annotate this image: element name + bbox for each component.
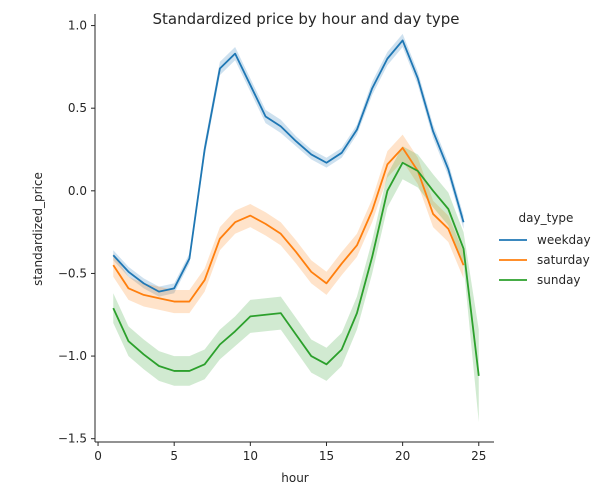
chart-title: Standardized price by hour and day type <box>152 10 459 28</box>
legend-label-weekday: weekday <box>537 233 591 247</box>
legend-label-saturday: saturday <box>537 253 590 267</box>
x-tick-label: 20 <box>395 449 410 463</box>
y-tick-label: 0.5 <box>68 101 87 115</box>
x-tick-label: 5 <box>170 449 178 463</box>
x-axis-label: hour <box>281 471 309 485</box>
y-tick-label: −0.5 <box>58 266 87 280</box>
y-tick-label: 0.0 <box>68 184 87 198</box>
y-ticks: −1.5 −1.0 −0.5 0.0 0.5 1.0 <box>58 19 95 446</box>
y-tick-label: −1.0 <box>58 349 87 363</box>
y-axis-label: standardized_price <box>31 172 45 286</box>
confidence-bands <box>113 33 479 423</box>
x-tick-label: 15 <box>319 449 334 463</box>
x-tick-label: 0 <box>94 449 102 463</box>
legend: day_type weekday saturday sunday <box>499 211 591 287</box>
band-sunday <box>113 146 479 423</box>
legend-title: day_type <box>519 211 574 225</box>
line-saturday <box>112 146 465 303</box>
series-lines <box>112 39 480 377</box>
y-tick-label: 1.0 <box>68 19 87 33</box>
y-tick-label: −1.5 <box>58 432 87 446</box>
x-tick-label: 10 <box>243 449 258 463</box>
legend-items: weekday saturday sunday <box>499 233 591 287</box>
x-ticks: 0 5 10 15 20 25 <box>94 442 486 463</box>
axes: 0 5 10 15 20 25 −1.5 −1.0 −0.5 0.0 0.5 1.0 <box>58 14 494 463</box>
line-weekday <box>112 39 465 293</box>
legend-label-sunday: sunday <box>537 273 581 287</box>
line-sunday <box>112 161 480 377</box>
x-tick-label: 25 <box>471 449 486 463</box>
